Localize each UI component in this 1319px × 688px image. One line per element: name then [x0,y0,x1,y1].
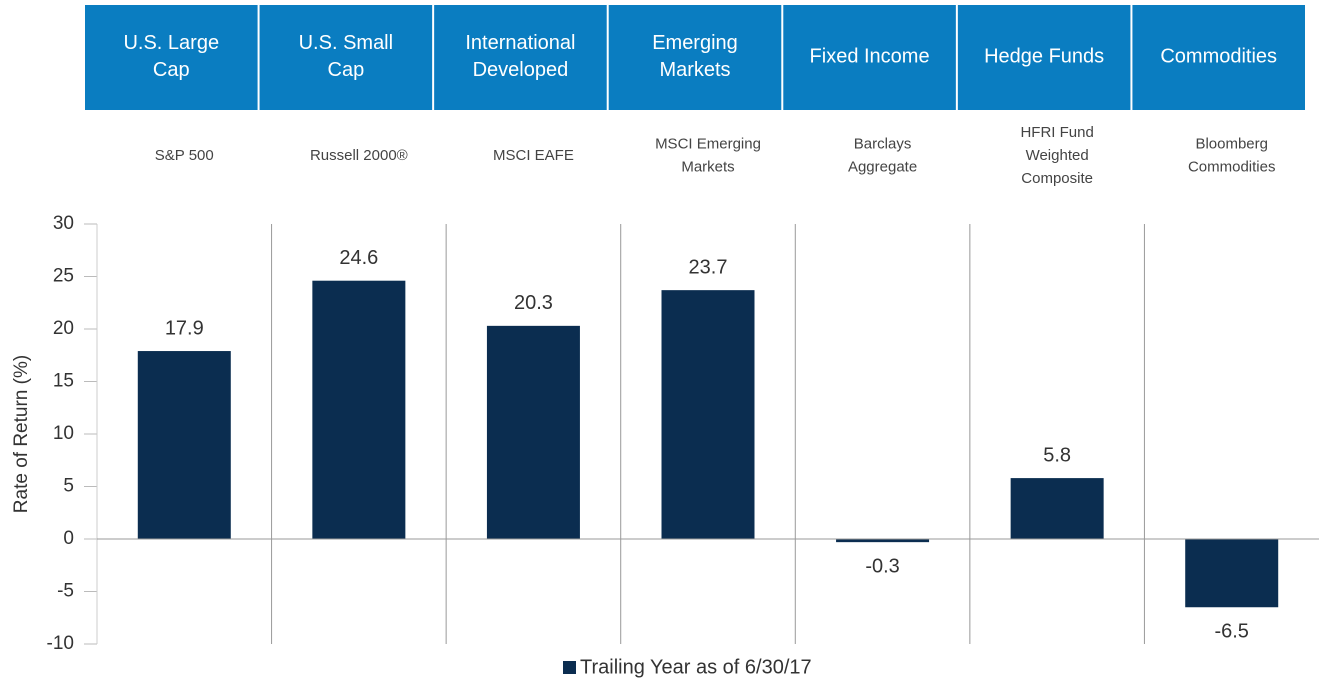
bar [486,325,580,539]
header-label: Markets [659,59,730,81]
header-box [85,5,258,110]
y-tick-label: 25 [53,266,74,287]
header-label: Developed [473,59,569,81]
benchmark-label: Bloomberg [1195,135,1268,152]
header-label: Cap [153,59,190,81]
y-tick-label: -10 [47,633,74,654]
y-tick-label: 0 [63,528,74,549]
legend-label: Trailing Year as of 6/30/17 [580,656,812,678]
benchmark-label: Weighted [1026,147,1089,164]
header-label: Cap [328,59,365,81]
benchmark-label: HFRI Fund [1020,124,1093,141]
header-label: Fixed Income [810,45,930,67]
header-label: Hedge Funds [984,45,1104,67]
benchmark-label: MSCI Emerging [655,135,761,152]
y-tick-label: 20 [53,318,74,339]
header-label: Emerging [652,32,738,54]
legend-swatch [563,661,576,674]
value-label: 5.8 [1043,444,1071,466]
benchmark-label: Aggregate [848,158,917,175]
header-label: Commodities [1160,45,1277,67]
bar [836,539,930,543]
bar [1010,478,1104,539]
value-label: -6.5 [1214,621,1248,643]
header-box [608,5,782,110]
bar [661,290,755,539]
header-box [259,5,433,110]
y-tick-label: 30 [53,213,74,234]
benchmark-label: S&P 500 [155,147,214,164]
y-tick-label: 15 [53,371,74,392]
bar [312,280,406,539]
y-tick-label: -5 [57,581,74,602]
value-label: 24.6 [339,247,378,269]
header-box [1132,5,1305,110]
benchmark-label: Russell 2000® [310,147,408,164]
bar [137,351,231,539]
value-label: -0.3 [865,555,899,577]
header-box [783,5,956,110]
benchmark-label: Barclays [854,135,912,152]
benchmark-label: MSCI EAFE [493,147,574,164]
benchmark-label: Markets [681,158,734,175]
y-tick-label: 5 [63,476,74,497]
benchmark-label: Composite [1021,170,1093,187]
header-label: U.S. Small [299,32,393,54]
value-label: 20.3 [514,292,553,314]
header-label: U.S. Large [123,32,219,54]
header-label: International [465,32,575,54]
value-label: 17.9 [165,317,204,339]
value-label: 23.7 [689,256,728,278]
bar [1185,539,1279,608]
y-tick-label: 10 [53,423,74,444]
header-box [434,5,607,110]
header-box [957,5,1131,110]
y-axis-label: Rate of Return (%) [11,355,32,513]
benchmark-label: Commodities [1188,158,1276,175]
